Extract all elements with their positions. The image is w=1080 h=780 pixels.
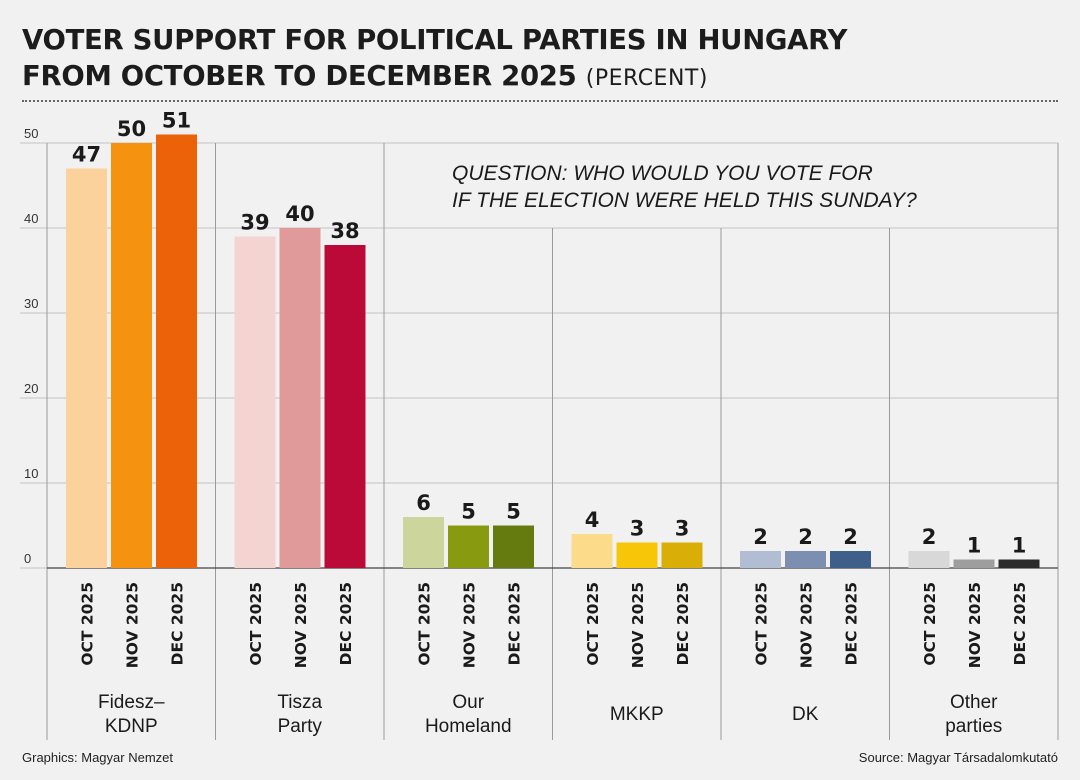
data-label: 40 (285, 202, 314, 226)
bar (740, 551, 781, 568)
data-label: 3 (675, 517, 690, 541)
bar (324, 245, 366, 568)
title-unit: (PERCENT) (585, 66, 708, 91)
data-label: 47 (72, 143, 101, 167)
bar (571, 534, 613, 568)
bar (661, 542, 703, 568)
group-name-label: parties (945, 716, 1002, 737)
data-label: 38 (330, 219, 359, 243)
group-name-label: Homeland (425, 716, 512, 737)
bar (448, 525, 489, 568)
bar (156, 134, 197, 568)
data-label: 50 (117, 117, 146, 141)
title-line-1: VOTER SUPPORT FOR POLITICAL PARTIES IN H… (22, 24, 848, 56)
bar (279, 228, 321, 568)
bar (234, 236, 276, 568)
x-tick-label: DEC 2025 (1011, 582, 1029, 665)
title-line-2: FROM OCTOBER TO DECEMBER 2025 (22, 60, 577, 92)
data-label: 39 (240, 211, 269, 235)
question-annotation: IF THE ELECTION WERE HELD THIS SUNDAY? (452, 189, 917, 212)
data-label: 4 (585, 508, 600, 532)
group-name-label: Party (278, 716, 323, 737)
data-label: 2 (843, 525, 858, 549)
question-annotation: QUESTION: WHO WOULD YOU VOTE FOR (452, 162, 873, 185)
y-tick-label: 50 (24, 126, 38, 141)
bar (785, 551, 826, 568)
data-label: 2 (753, 525, 768, 549)
data-label: 5 (461, 500, 476, 524)
x-tick-label: NOV 2025 (292, 582, 310, 668)
bar (908, 551, 950, 568)
x-tick-label: DEC 2025 (674, 582, 692, 665)
y-tick-label: 20 (24, 381, 38, 396)
x-tick-label: OCT 2025 (584, 582, 602, 666)
data-label: 3 (630, 517, 645, 541)
y-tick-label: 40 (24, 211, 38, 226)
group-name-label: Other (950, 692, 998, 713)
title-divider (22, 100, 1058, 102)
y-tick-label: 10 (24, 466, 38, 481)
x-tick-label: NOV 2025 (798, 582, 816, 668)
bar (66, 168, 107, 568)
x-tick-label: DEC 2025 (506, 582, 524, 665)
bar (830, 551, 871, 568)
x-tick-label: DEC 2025 (169, 582, 187, 665)
data-label: 2 (798, 525, 813, 549)
data-label: 1 (967, 534, 982, 558)
x-tick-label: NOV 2025 (966, 582, 984, 668)
x-tick-label: NOV 2025 (629, 582, 647, 668)
graphics-credit: Graphics: Magyar Nemzet (22, 750, 173, 765)
x-tick-label: OCT 2025 (79, 582, 97, 666)
bar (111, 143, 152, 568)
data-label: 5 (506, 500, 521, 524)
bar (493, 525, 534, 568)
bar (403, 517, 444, 568)
x-tick-label: OCT 2025 (753, 582, 771, 666)
group-name-label: MKKP (610, 704, 664, 725)
x-tick-label: OCT 2025 (921, 582, 939, 666)
bar (616, 542, 658, 568)
data-label: 6 (416, 491, 431, 515)
bar (953, 559, 995, 568)
x-tick-label: NOV 2025 (461, 582, 479, 668)
x-tick-label: NOV 2025 (124, 582, 142, 668)
bar (998, 559, 1040, 568)
source-credit: Source: Magyar Társadalomkutató (858, 750, 1058, 765)
chart-title: VOTER SUPPORT FOR POLITICAL PARTIES IN H… (22, 22, 847, 97)
y-tick-label: 30 (24, 296, 38, 311)
x-tick-label: DEC 2025 (337, 582, 355, 665)
x-tick-label: DEC 2025 (843, 582, 861, 665)
x-tick-label: OCT 2025 (416, 582, 434, 666)
group-name-label: Tisza (277, 692, 322, 713)
group-name-label: Fidesz– (98, 692, 165, 713)
group-name-label: DK (792, 704, 819, 725)
data-label: 1 (1012, 534, 1027, 558)
data-label: 2 (922, 525, 937, 549)
group-name-label: KDNP (105, 716, 158, 737)
y-tick-label: 0 (24, 551, 31, 566)
x-tick-label: OCT 2025 (247, 582, 265, 666)
data-label: 51 (162, 109, 191, 133)
group-name-label: Our (452, 692, 484, 713)
